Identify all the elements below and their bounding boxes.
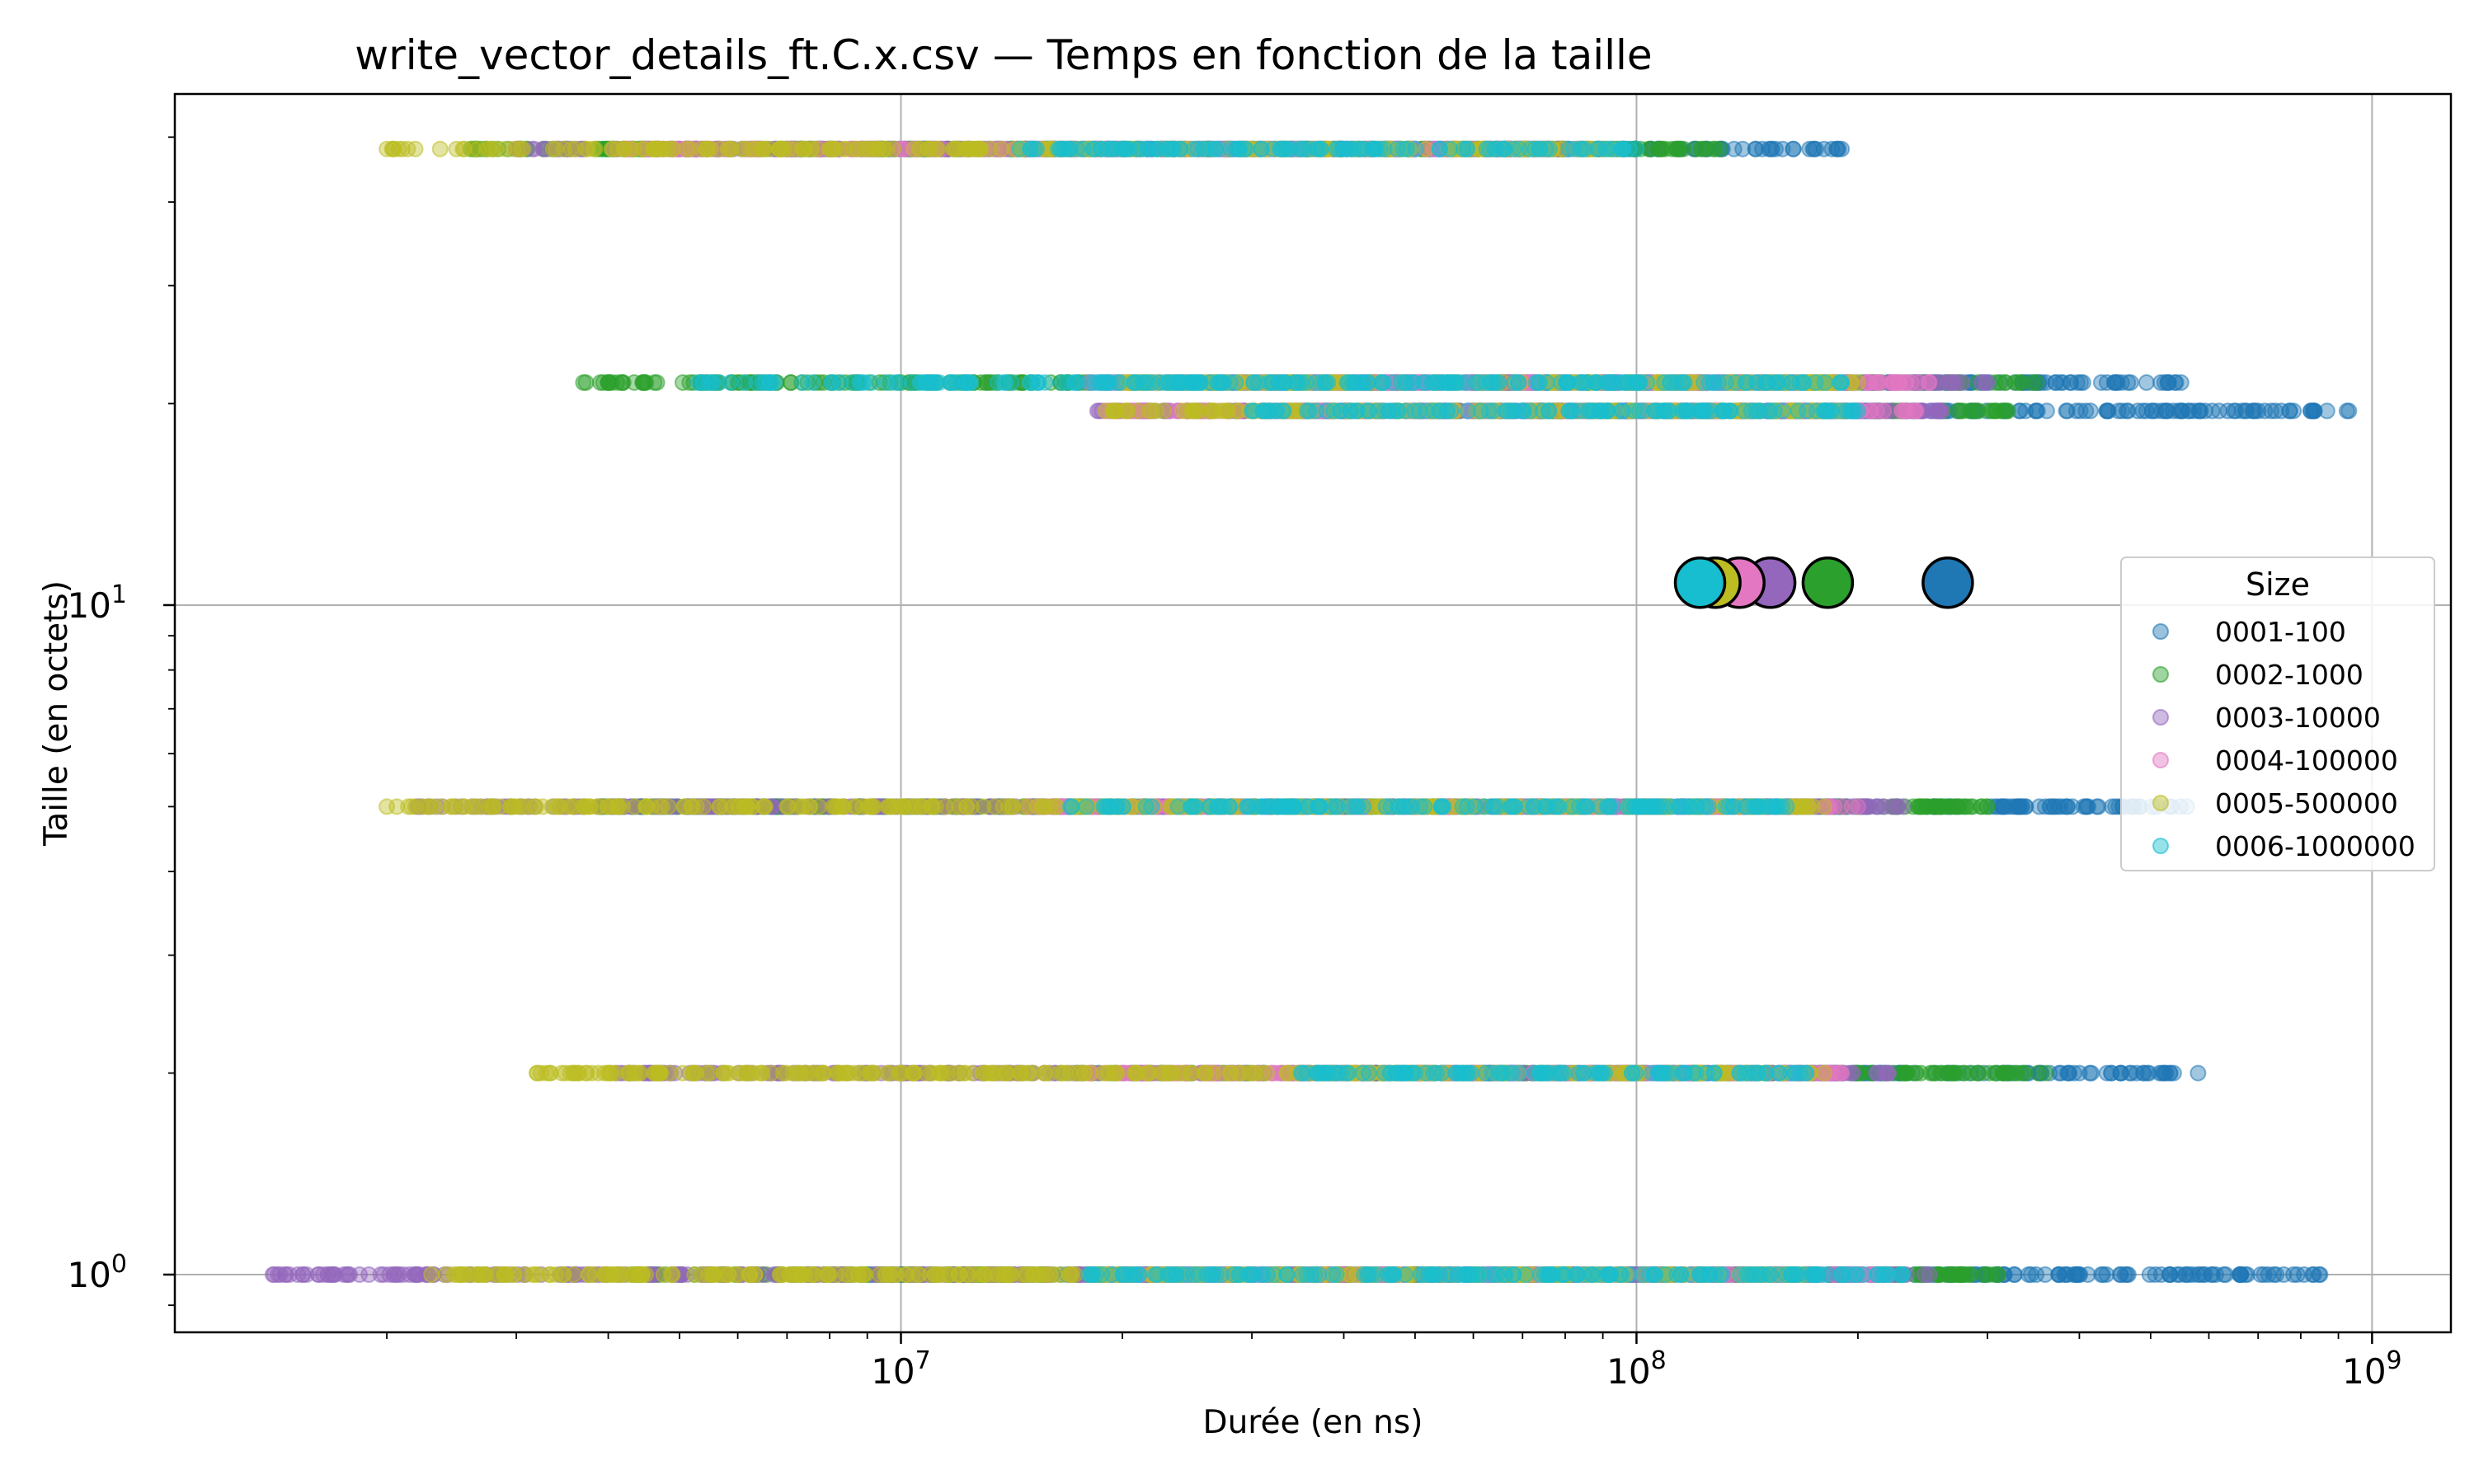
scatter-point [1921, 1266, 1938, 1283]
scatter-point [2160, 374, 2176, 391]
scatter-point [1969, 402, 1987, 420]
scatter-point [595, 374, 612, 391]
scatter-point [1663, 140, 1681, 157]
scatter-point [2028, 374, 2045, 391]
scatter-point [2312, 1266, 2329, 1283]
scatter-point [2062, 374, 2080, 391]
scatter-point [636, 374, 653, 391]
scatter-point [2006, 1266, 2023, 1283]
scatter-point [2039, 402, 2055, 420]
scatter-point [1939, 374, 1956, 391]
scatter-point [2071, 1064, 2088, 1082]
scatter-point [1917, 798, 1935, 815]
scatter-point [2165, 402, 2182, 420]
scatter-point [1921, 374, 1938, 391]
scatter-point [2232, 1266, 2250, 1283]
scatter-point [2119, 402, 2137, 420]
scatter-point [1785, 140, 1802, 157]
scatter-point [1833, 140, 1851, 157]
scatter-point [2082, 402, 2099, 420]
scatter-point [2275, 1266, 2293, 1283]
series-points [591, 140, 2358, 1283]
scatter-point [2000, 402, 2016, 420]
scatter-point [385, 1266, 402, 1283]
scatter-point [309, 1266, 327, 1283]
scatter-point [614, 374, 632, 391]
scatter-point [281, 1266, 298, 1283]
scatter-point [2100, 402, 2117, 420]
scatter-point [2030, 798, 2048, 815]
scatter-point [2074, 374, 2091, 391]
scatter-point [2098, 1064, 2115, 1082]
scatter-point [2215, 1266, 2232, 1283]
scatter-point [2013, 374, 2030, 391]
scatter-point [1970, 1064, 1987, 1082]
scatter-point [2009, 798, 2025, 815]
scatter-point [2113, 374, 2130, 391]
scatter-point [1924, 1064, 1941, 1082]
scatter-point [2244, 402, 2261, 420]
scatter-point [2340, 402, 2358, 420]
scatter-point [2153, 1064, 2171, 1082]
scatter-point [2037, 1064, 2054, 1082]
scatter-point [2119, 374, 2137, 391]
scatter-point [1879, 1064, 1897, 1082]
scatter-point [2051, 1266, 2067, 1283]
chart-title: write_vector_details_ft.C.x.csv — Temps … [355, 31, 1652, 79]
scatter-point [1989, 1266, 2006, 1283]
scatter-point [2049, 798, 2067, 815]
scatter-point [2147, 1266, 2164, 1283]
scatter-point [1894, 798, 1912, 815]
scatter-point [2020, 1266, 2037, 1283]
scatter-point [675, 374, 691, 391]
scatter-point [2204, 402, 2221, 420]
scatter-point [577, 374, 595, 391]
scatter-point [2080, 798, 2097, 815]
scatter-point [2112, 1266, 2129, 1283]
data-points [264, 140, 2358, 1283]
scatter-point [2172, 374, 2189, 391]
scatter-point [2180, 402, 2197, 420]
series-points [264, 140, 1996, 1283]
scatter-point [360, 1266, 378, 1283]
scatter-point [1867, 374, 1884, 391]
scatter-point [1979, 798, 1996, 815]
scatter-point [2067, 402, 2085, 420]
scatter-point [1725, 140, 1743, 157]
scatter-point [2302, 402, 2320, 420]
series-points [462, 140, 2054, 1283]
scatter-point [2255, 1266, 2273, 1283]
scatter-point [1979, 374, 1996, 391]
scatter-point [1997, 374, 2014, 391]
scatter-point [2169, 1266, 2185, 1283]
scatter-point [2143, 402, 2161, 420]
scatter-point [1734, 140, 1752, 157]
scatter-point [1712, 140, 1729, 157]
scatter-point [1870, 798, 1888, 815]
scatter-point [1961, 1266, 1978, 1283]
scatter-point [2281, 402, 2298, 420]
scatter-point [2138, 374, 2155, 391]
scatter-point [1907, 1064, 1925, 1082]
scatter-point [1886, 374, 1903, 391]
scatter-point [2064, 798, 2081, 815]
scatter-point [2098, 1266, 2115, 1283]
scatter-point [2318, 402, 2335, 420]
scatter-point [1808, 140, 1824, 157]
series-points [615, 140, 1938, 1283]
scatter-point [1994, 1064, 2011, 1082]
scatter-point [1767, 140, 1784, 157]
grid-lines [175, 94, 2451, 1332]
scatter-point [2189, 1064, 2207, 1082]
scatter-point [2138, 1064, 2156, 1082]
scatter-point [1954, 1064, 1972, 1082]
scatter-point [1946, 798, 1963, 815]
scatter-point [1933, 402, 1950, 420]
scatter-point [1954, 374, 1971, 391]
scatter-point [401, 1266, 418, 1283]
